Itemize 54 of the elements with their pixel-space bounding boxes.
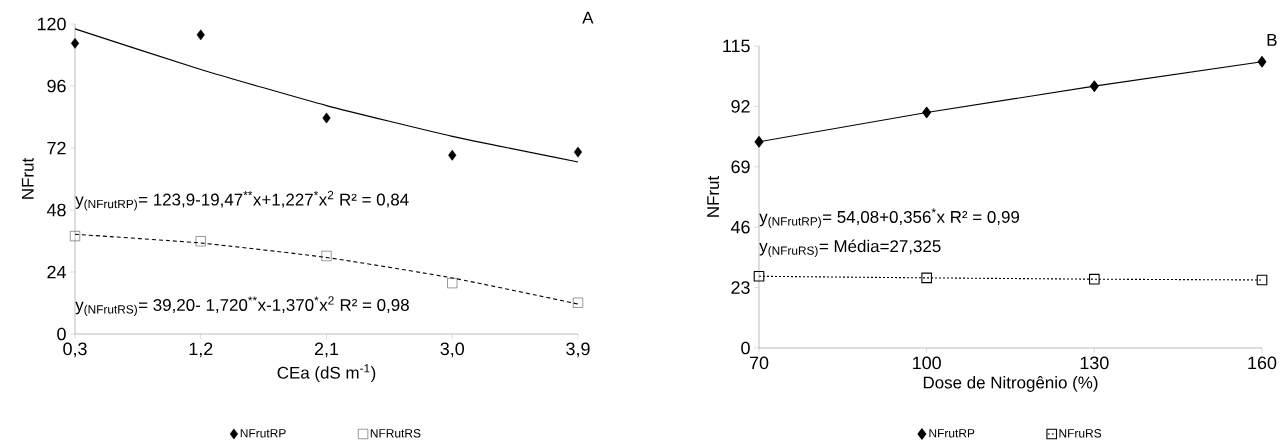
point bbox=[921, 272, 933, 284]
legend-label: NFrutRP bbox=[240, 429, 286, 438]
point bbox=[1089, 273, 1100, 285]
x-tick-label: 0,3 bbox=[63, 342, 87, 358]
point bbox=[196, 29, 205, 41]
y-tick-label: 0 bbox=[741, 341, 750, 355]
point bbox=[322, 112, 331, 124]
y-axis-title: NFrut bbox=[707, 175, 720, 217]
annotation: y$_{(NFruRS)}$= Média=27,325 bbox=[759, 239, 941, 258]
point bbox=[573, 146, 583, 158]
point bbox=[70, 231, 80, 242]
x-tick-label: 1,2 bbox=[189, 342, 213, 358]
x-axis-title: CEa (dS m$^{-1}$) bbox=[277, 364, 376, 383]
point bbox=[321, 250, 332, 261]
x-axis-title: Dose de Nitrogênio (%) bbox=[923, 376, 1098, 392]
y-tick-label: 69 bbox=[731, 160, 750, 174]
point bbox=[1256, 274, 1268, 286]
line-series bbox=[74, 28, 579, 163]
legend-label: NFRutRS bbox=[370, 429, 421, 438]
text: y$_{(NFrutRS)}$= 39,20- 1,720$^{**}$x-1,370$^{*}$x$^{2}$ R² = 0,98 bbox=[75, 296, 409, 316]
point bbox=[448, 149, 457, 161]
point bbox=[753, 270, 765, 282]
y-tick-label: 23 bbox=[731, 281, 750, 294]
x-tick-label: 3,0 bbox=[440, 342, 465, 358]
y-tick-label: 46 bbox=[730, 220, 750, 234]
x-tick-label: 2,1 bbox=[314, 342, 339, 358]
text: y$_{(NFrutRP)}$= 123,9-19,47$^{**}$x+1,227$^{*}$x$^{2}$ R² = 0,84 bbox=[75, 190, 409, 211]
x-tick-label: 100 bbox=[913, 356, 941, 370]
y-axis-title: NFrut bbox=[21, 157, 34, 199]
point bbox=[1089, 80, 1099, 92]
point bbox=[195, 236, 206, 247]
x-tick-label: 3,9 bbox=[566, 342, 590, 358]
y-tick-label: 24 bbox=[47, 265, 66, 279]
y-tick-label: 115 bbox=[723, 39, 750, 53]
x-tick-label: 160 bbox=[1248, 356, 1277, 370]
y-tick-label: 48 bbox=[46, 203, 66, 217]
y-tick-label: 92 bbox=[731, 100, 750, 113]
chart-title: A bbox=[582, 11, 594, 24]
legend-label: NFrutRP bbox=[929, 429, 975, 438]
point bbox=[922, 106, 932, 119]
y-tick-label: 72 bbox=[47, 141, 66, 155]
x-tick-label: 130 bbox=[1080, 356, 1109, 370]
legend-label: NFruRS bbox=[1059, 429, 1102, 438]
y-tick-label: 96 bbox=[47, 79, 66, 93]
y-tick-label: 120 bbox=[37, 17, 66, 31]
point bbox=[70, 37, 80, 49]
annotation: y$_{(NFrutRP)}$= 54,08+0,356$^{*}$x R² = 0,99 bbox=[759, 208, 1020, 228]
point bbox=[754, 136, 764, 148]
point bbox=[1257, 56, 1267, 68]
point bbox=[573, 297, 583, 308]
x-tick-label: 70 bbox=[749, 356, 769, 370]
point bbox=[447, 278, 458, 289]
y-tick-label: 0 bbox=[57, 327, 66, 341]
chart-title: B bbox=[1267, 34, 1277, 46]
